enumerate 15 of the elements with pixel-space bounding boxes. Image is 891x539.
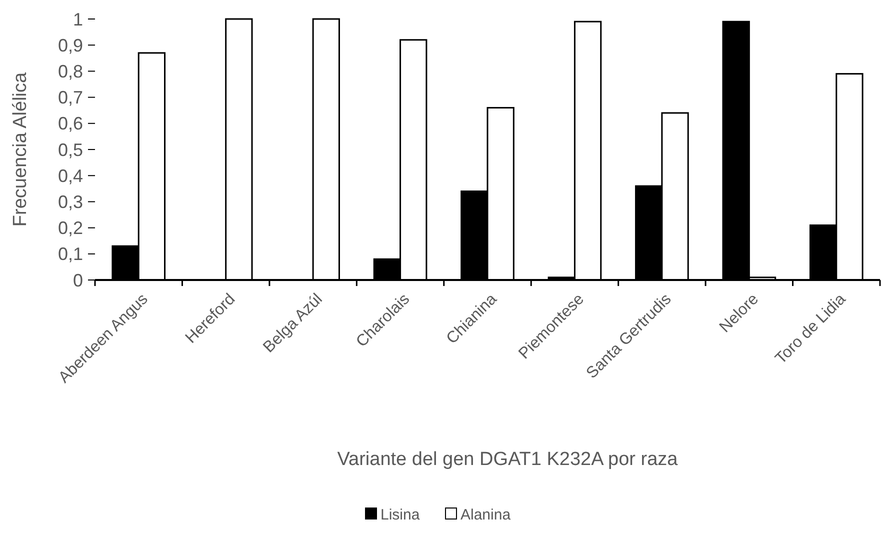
y-tick-label: 0,9	[58, 35, 83, 56]
y-tick-label: 0,1	[58, 244, 83, 264]
y-tick-label: 0,8	[58, 62, 83, 82]
y-tick-label: 0,3	[58, 192, 83, 212]
y-tick-label: 0,5	[58, 140, 83, 160]
legend-label: Alanina	[460, 506, 512, 524]
y-tick-label: 0,2	[58, 218, 83, 238]
y-tick-label: 0	[72, 270, 83, 290]
x-axis-title: Variante del gen DGAT1 K232A por raza	[337, 449, 678, 470]
y-tick-label: 0,4	[58, 166, 83, 186]
y-tick-label: 1	[72, 9, 83, 30]
y-tick-label: 0,6	[58, 114, 83, 134]
legend-label: Lisina	[380, 506, 420, 524]
y-axis-title: Frecuencia Alélica	[10, 72, 31, 227]
y-tick-label: 0,7	[58, 88, 83, 108]
